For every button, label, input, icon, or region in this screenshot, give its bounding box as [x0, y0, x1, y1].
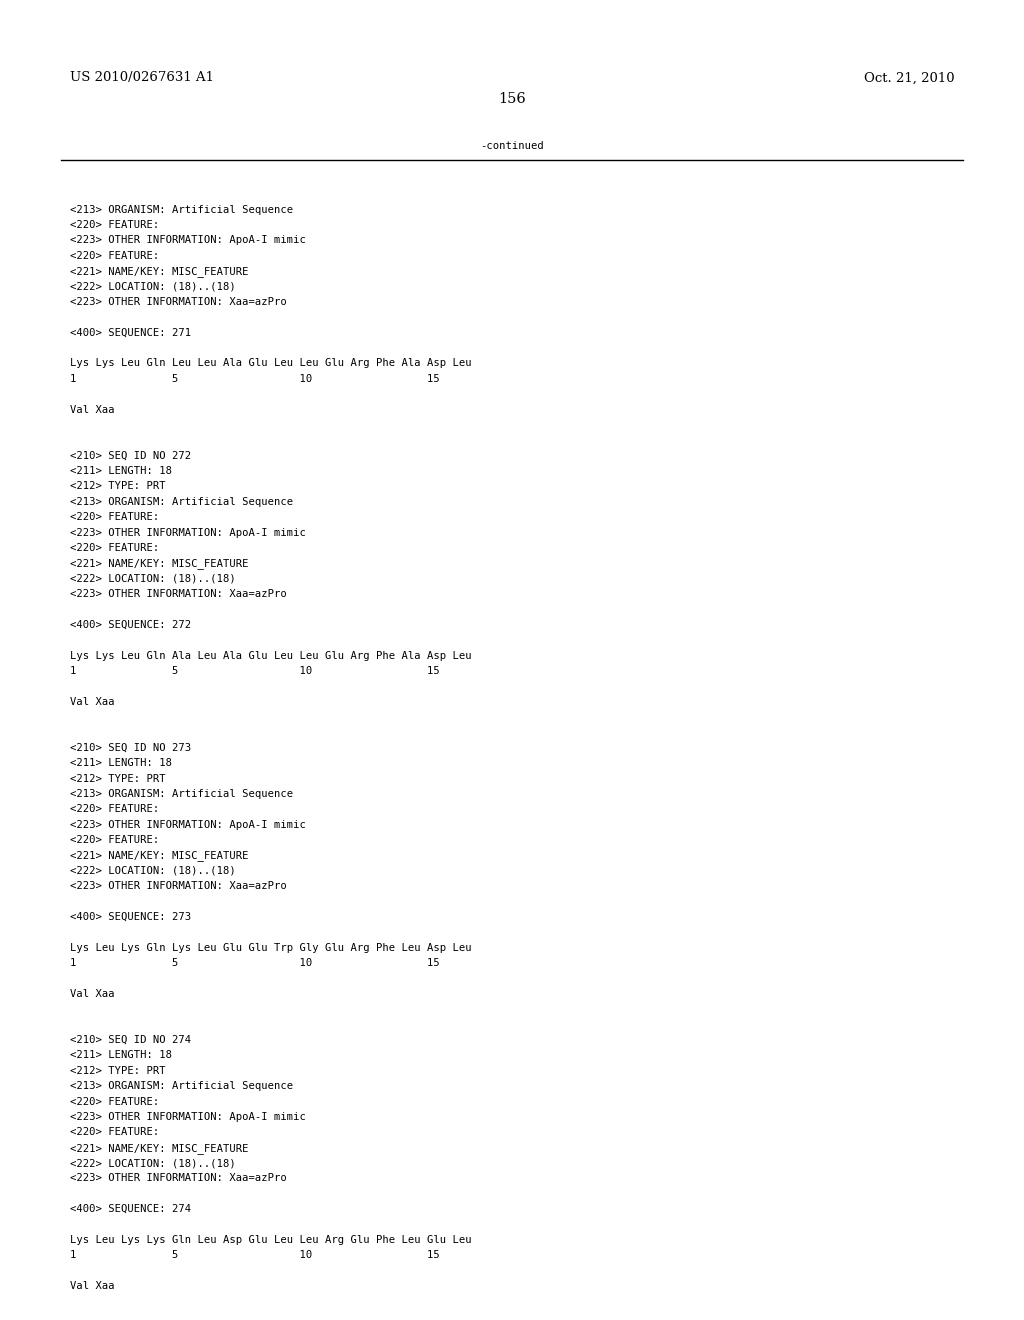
- Text: Lys Lys Leu Gln Ala Leu Ala Glu Leu Leu Glu Arg Phe Ala Asp Leu: Lys Lys Leu Gln Ala Leu Ala Glu Leu Leu …: [70, 651, 471, 660]
- Text: 156: 156: [498, 92, 526, 107]
- Text: 1               5                   10                  15: 1 5 10 15: [70, 667, 439, 676]
- Text: <220> FEATURE:: <220> FEATURE:: [70, 836, 159, 845]
- Text: <223> OTHER INFORMATION: ApoA-I mimic: <223> OTHER INFORMATION: ApoA-I mimic: [70, 1111, 305, 1122]
- Text: <212> TYPE: PRT: <212> TYPE: PRT: [70, 774, 165, 784]
- Text: 1               5                   10                  15: 1 5 10 15: [70, 1250, 439, 1261]
- Text: Lys Leu Lys Lys Gln Leu Asp Glu Leu Leu Arg Glu Phe Leu Glu Leu: Lys Leu Lys Lys Gln Leu Asp Glu Leu Leu …: [70, 1236, 471, 1245]
- Text: <212> TYPE: PRT: <212> TYPE: PRT: [70, 482, 165, 491]
- Text: Lys Lys Leu Gln Leu Leu Ala Glu Leu Leu Glu Arg Phe Ala Asp Leu: Lys Lys Leu Gln Leu Leu Ala Glu Leu Leu …: [70, 359, 471, 368]
- Text: <400> SEQUENCE: 272: <400> SEQUENCE: 272: [70, 620, 190, 630]
- Text: <220> FEATURE:: <220> FEATURE:: [70, 1127, 159, 1138]
- Text: <212> TYPE: PRT: <212> TYPE: PRT: [70, 1065, 165, 1076]
- Text: Lys Leu Lys Gln Lys Leu Glu Glu Trp Gly Glu Arg Phe Leu Asp Leu: Lys Leu Lys Gln Lys Leu Glu Glu Trp Gly …: [70, 942, 471, 953]
- Text: -continued: -continued: [480, 141, 544, 152]
- Text: US 2010/0267631 A1: US 2010/0267631 A1: [70, 71, 214, 84]
- Text: <400> SEQUENCE: 273: <400> SEQUENCE: 273: [70, 912, 190, 921]
- Text: <220> FEATURE:: <220> FEATURE:: [70, 543, 159, 553]
- Text: <220> FEATURE:: <220> FEATURE:: [70, 804, 159, 814]
- Text: <223> OTHER INFORMATION: ApoA-I mimic: <223> OTHER INFORMATION: ApoA-I mimic: [70, 820, 305, 830]
- Text: <213> ORGANISM: Artificial Sequence: <213> ORGANISM: Artificial Sequence: [70, 789, 293, 799]
- Text: Val Xaa: Val Xaa: [70, 404, 115, 414]
- Text: 1               5                   10                  15: 1 5 10 15: [70, 374, 439, 384]
- Text: <223> OTHER INFORMATION: ApoA-I mimic: <223> OTHER INFORMATION: ApoA-I mimic: [70, 235, 305, 246]
- Text: Val Xaa: Val Xaa: [70, 1282, 115, 1291]
- Text: 1               5                   10                  15: 1 5 10 15: [70, 958, 439, 968]
- Text: <220> FEATURE:: <220> FEATURE:: [70, 251, 159, 261]
- Text: <223> OTHER INFORMATION: Xaa=azPro: <223> OTHER INFORMATION: Xaa=azPro: [70, 882, 287, 891]
- Text: <220> FEATURE:: <220> FEATURE:: [70, 1097, 159, 1106]
- Text: <221> NAME/KEY: MISC_FEATURE: <221> NAME/KEY: MISC_FEATURE: [70, 267, 248, 277]
- Text: <221> NAME/KEY: MISC_FEATURE: <221> NAME/KEY: MISC_FEATURE: [70, 558, 248, 569]
- Text: Oct. 21, 2010: Oct. 21, 2010: [863, 71, 954, 84]
- Text: <213> ORGANISM: Artificial Sequence: <213> ORGANISM: Artificial Sequence: [70, 496, 293, 507]
- Text: <222> LOCATION: (18)..(18): <222> LOCATION: (18)..(18): [70, 574, 236, 583]
- Text: <222> LOCATION: (18)..(18): <222> LOCATION: (18)..(18): [70, 866, 236, 876]
- Text: <223> OTHER INFORMATION: Xaa=azPro: <223> OTHER INFORMATION: Xaa=azPro: [70, 1173, 287, 1184]
- Text: <211> LENGTH: 18: <211> LENGTH: 18: [70, 466, 172, 477]
- Text: <220> FEATURE:: <220> FEATURE:: [70, 512, 159, 523]
- Text: <210> SEQ ID NO 274: <210> SEQ ID NO 274: [70, 1035, 190, 1045]
- Text: <400> SEQUENCE: 271: <400> SEQUENCE: 271: [70, 327, 190, 338]
- Text: <221> NAME/KEY: MISC_FEATURE: <221> NAME/KEY: MISC_FEATURE: [70, 1143, 248, 1154]
- Text: <223> OTHER INFORMATION: ApoA-I mimic: <223> OTHER INFORMATION: ApoA-I mimic: [70, 528, 305, 537]
- Text: <400> SEQUENCE: 274: <400> SEQUENCE: 274: [70, 1204, 190, 1214]
- Text: <223> OTHER INFORMATION: Xaa=azPro: <223> OTHER INFORMATION: Xaa=azPro: [70, 589, 287, 599]
- Text: Val Xaa: Val Xaa: [70, 989, 115, 999]
- Text: Val Xaa: Val Xaa: [70, 697, 115, 706]
- Text: <210> SEQ ID NO 272: <210> SEQ ID NO 272: [70, 450, 190, 461]
- Text: <211> LENGTH: 18: <211> LENGTH: 18: [70, 1051, 172, 1060]
- Text: <221> NAME/KEY: MISC_FEATURE: <221> NAME/KEY: MISC_FEATURE: [70, 850, 248, 862]
- Text: <210> SEQ ID NO 273: <210> SEQ ID NO 273: [70, 743, 190, 752]
- Text: <222> LOCATION: (18)..(18): <222> LOCATION: (18)..(18): [70, 281, 236, 292]
- Text: <213> ORGANISM: Artificial Sequence: <213> ORGANISM: Artificial Sequence: [70, 1081, 293, 1092]
- Text: <223> OTHER INFORMATION: Xaa=azPro: <223> OTHER INFORMATION: Xaa=azPro: [70, 297, 287, 306]
- Text: <213> ORGANISM: Artificial Sequence: <213> ORGANISM: Artificial Sequence: [70, 205, 293, 215]
- Text: <211> LENGTH: 18: <211> LENGTH: 18: [70, 758, 172, 768]
- Text: <222> LOCATION: (18)..(18): <222> LOCATION: (18)..(18): [70, 1158, 236, 1168]
- Text: <220> FEATURE:: <220> FEATURE:: [70, 220, 159, 230]
